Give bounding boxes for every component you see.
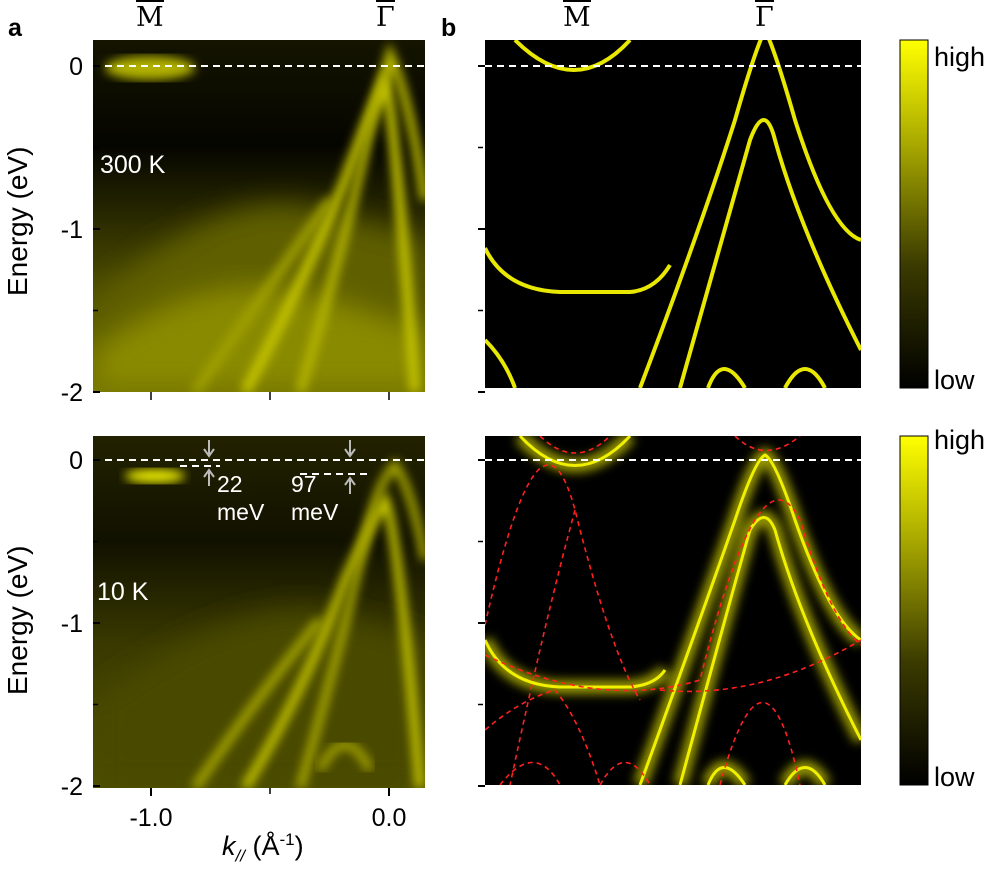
calc-sharp-gamma-low-right bbox=[783, 766, 827, 785]
red-m-lower bbox=[485, 689, 601, 785]
temperature-label-10k: 10 K bbox=[97, 578, 149, 606]
panel-a-bottom-bands bbox=[93, 458, 425, 788]
panel-a-top-yticks: 0 -1 -2 bbox=[61, 53, 390, 407]
overbar bbox=[376, 0, 395, 2]
gap1-arrowhead-up bbox=[203, 468, 215, 478]
overbar bbox=[136, 0, 164, 2]
gap1-arrowhead-down bbox=[203, 448, 215, 458]
red-gamma-lower bbox=[719, 701, 801, 785]
red-gamma-top bbox=[734, 436, 801, 452]
colorbar-top-high: high bbox=[934, 42, 986, 72]
panel-b-top-yticks bbox=[478, 65, 485, 393]
calc-gamma-band-2 bbox=[678, 118, 861, 388]
calc-unhybridized-bands bbox=[485, 436, 861, 785]
red-gamma-long bbox=[659, 639, 861, 693]
calc-m-electron-band bbox=[513, 40, 632, 72]
kpoint-m-label-b: M bbox=[563, 0, 591, 33]
y-tick-label: -1 bbox=[61, 216, 83, 244]
panel-b-bottom bbox=[478, 436, 861, 787]
panel-a-top: 0 -1 -2 bbox=[61, 40, 425, 407]
kpoint-m-label-a: M bbox=[136, 0, 164, 33]
panel-b-bottom-bands bbox=[485, 436, 861, 785]
overbar bbox=[563, 0, 591, 2]
gap1-unit: meV bbox=[217, 499, 265, 526]
calc-gamma-band-1 bbox=[638, 40, 861, 388]
calc-sharp-gamma-1 bbox=[638, 453, 861, 785]
red-m-top bbox=[539, 436, 611, 454]
kpoint-gamma-label-a: Γ bbox=[376, 0, 395, 33]
calc-m-flat-band bbox=[485, 247, 672, 294]
panel-a-bottom-xticks: -1.0 0.0 bbox=[129, 788, 406, 832]
panel-b-top-bands bbox=[485, 40, 861, 388]
calc-sharp-m-top bbox=[518, 436, 632, 467]
gamma-band-10k-3 bbox=[316, 741, 374, 772]
y-tick-label: 0 bbox=[69, 53, 83, 81]
calc-sharp-bands bbox=[485, 436, 861, 785]
gap-arrows bbox=[203, 440, 356, 494]
colorbar-top-low: low bbox=[934, 365, 975, 395]
red-m-hole-branch bbox=[509, 509, 576, 785]
panel-b-top-background bbox=[485, 40, 861, 388]
x-tick-label: 0.0 bbox=[372, 804, 407, 832]
y-tick-label: -2 bbox=[61, 773, 83, 801]
panel-a-top-bands bbox=[93, 41, 425, 392]
calc-m-lower-band bbox=[485, 338, 517, 388]
temperature-label-300k: 300 K bbox=[100, 151, 166, 179]
calc-gamma-low-right bbox=[783, 367, 827, 388]
gamma-hole-band-2 bbox=[295, 41, 425, 392]
panel-b-letter: b bbox=[441, 14, 457, 42]
panel-a-letter: a bbox=[8, 14, 22, 42]
gap2-value: 97 bbox=[291, 471, 317, 497]
y-tick-label: -1 bbox=[61, 610, 83, 638]
colorbar-bottom-low: low bbox=[934, 762, 975, 792]
calc-sharp-gamma-low-left bbox=[706, 766, 747, 785]
panel-b-bottom-yticks bbox=[478, 459, 485, 787]
gap1-annotation: 22 meV bbox=[217, 470, 264, 526]
gap2-arrowhead-down bbox=[344, 448, 356, 458]
overbar bbox=[755, 0, 774, 2]
red-m-hole-left bbox=[485, 464, 641, 701]
gamma-band-10k-2 bbox=[191, 617, 324, 788]
red-m-small-right bbox=[599, 761, 651, 785]
gamma-hole-band-3 bbox=[190, 197, 335, 392]
colorbar-bottom-high: high bbox=[934, 425, 986, 455]
panel-a-bottom-yticks: 0 -1 -2 bbox=[61, 447, 100, 801]
x-tick-label: -1.0 bbox=[129, 804, 172, 832]
x-axis-label: k// (Å-1) bbox=[222, 830, 304, 866]
red-gamma-cross bbox=[485, 499, 861, 692]
gap2-arrowhead-up bbox=[344, 476, 356, 486]
gap2-annotation: 97 meV bbox=[291, 470, 338, 526]
panel-a-bottom: 0 -1 -2 -1.0 0.0 bbox=[61, 436, 425, 832]
colorbar-bottom bbox=[899, 435, 929, 786]
gap2-unit: meV bbox=[291, 499, 339, 526]
colorbar-top bbox=[899, 39, 929, 389]
y-tick-label: 0 bbox=[69, 447, 83, 475]
y-axis-label-bottom: Energy (eV) bbox=[2, 545, 33, 695]
gap1-value: 22 bbox=[217, 471, 243, 497]
calc-sharp-m-flat bbox=[485, 639, 667, 689]
y-axis-label-top: Energy (eV) bbox=[2, 146, 33, 296]
panel-b-top bbox=[478, 40, 861, 393]
m-pocket-glow bbox=[105, 56, 195, 80]
red-m-small-left bbox=[499, 761, 561, 785]
m-gapped-pocket bbox=[125, 469, 185, 483]
broad-spectral-weight-low bbox=[93, 286, 425, 392]
gamma-band-10k-4 bbox=[296, 458, 425, 788]
kpoint-gamma-label-b: Γ bbox=[755, 0, 774, 33]
y-tick-label: -2 bbox=[61, 379, 83, 407]
calc-gamma-low-left bbox=[706, 367, 747, 388]
calc-sharp-gamma-2 bbox=[678, 516, 861, 785]
